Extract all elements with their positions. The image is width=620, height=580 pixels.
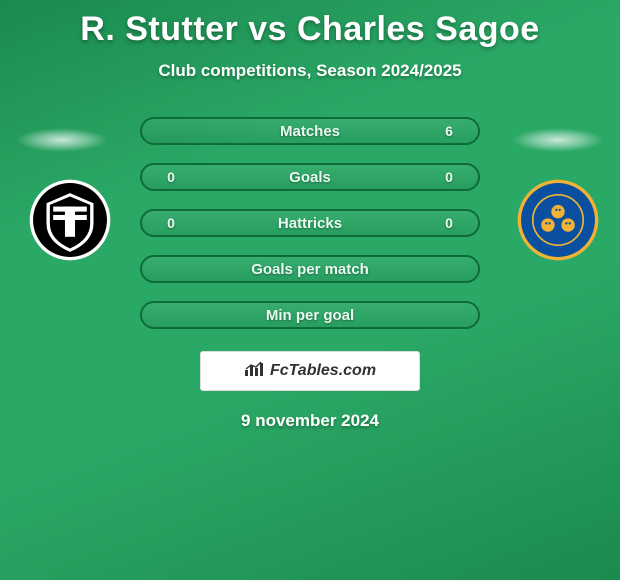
- stat-right-value: 0: [434, 169, 464, 185]
- stat-row: 0 Goals 0: [140, 163, 480, 191]
- stat-label: Matches: [186, 123, 434, 140]
- comparison-subtitle: Club competitions, Season 2024/2025: [0, 61, 620, 81]
- stat-row: Min per goal: [140, 301, 480, 329]
- comparison-title: R. Stutter vs Charles Sagoe: [0, 0, 620, 49]
- stat-left-value: 0: [156, 215, 186, 231]
- club-badge-left: [28, 178, 112, 262]
- club-badge-right: [516, 178, 600, 262]
- stat-row: 0 Hattricks 0: [140, 209, 480, 237]
- chart-icon: [244, 361, 264, 382]
- player-right-glow: [512, 128, 604, 152]
- stat-label: Goals: [186, 169, 434, 186]
- stat-left-value: 0: [156, 169, 186, 185]
- snapshot-date: 9 november 2024: [0, 411, 620, 431]
- stat-row: Matches 6: [140, 117, 480, 145]
- brand-text: FcTables.com: [270, 362, 376, 380]
- stat-label: Min per goal: [186, 307, 434, 324]
- stat-label: Hattricks: [186, 215, 434, 232]
- stat-right-value: 0: [434, 215, 464, 231]
- stat-right-value: 6: [434, 123, 464, 139]
- stat-label: Goals per match: [186, 261, 434, 278]
- player-left-glow: [16, 128, 108, 152]
- brand-badge: FcTables.com: [200, 351, 420, 391]
- stat-row: Goals per match: [140, 255, 480, 283]
